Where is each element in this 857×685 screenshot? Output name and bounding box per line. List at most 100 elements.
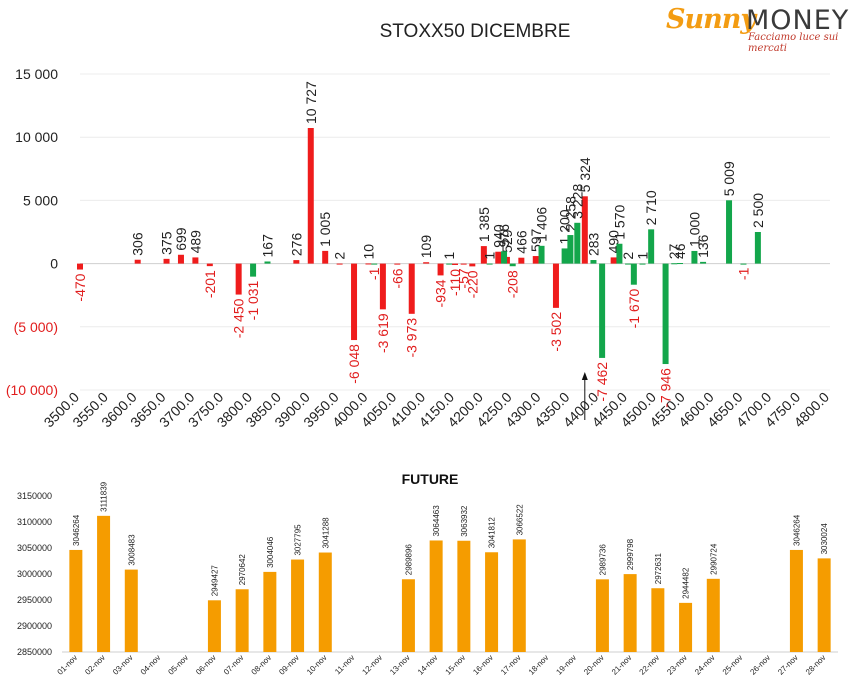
x-tick-label: 20-nov bbox=[582, 653, 606, 677]
x-tick-label: 25-nov bbox=[721, 653, 745, 677]
bar bbox=[264, 261, 271, 264]
bar bbox=[394, 263, 401, 265]
logo-word-sunny: Sunny bbox=[666, 4, 756, 35]
data-label: 3046264 bbox=[792, 514, 801, 546]
x-tick-label: 22-nov bbox=[638, 653, 662, 677]
data-label: -1 bbox=[366, 267, 382, 280]
bar bbox=[679, 602, 693, 652]
bar bbox=[460, 263, 467, 265]
bar bbox=[263, 571, 277, 652]
bar bbox=[469, 263, 476, 267]
data-label: 3111839 bbox=[100, 481, 109, 512]
data-label: 2989896 bbox=[404, 544, 413, 576]
bar bbox=[177, 254, 184, 264]
y-tick-label: 0 bbox=[50, 256, 58, 272]
x-tick-label: 24-nov bbox=[693, 653, 717, 677]
data-label: -1 bbox=[735, 267, 751, 280]
bar bbox=[134, 259, 141, 264]
y-tick-label: (10 000) bbox=[6, 382, 58, 398]
y-tick-label: 3050000 bbox=[17, 543, 52, 553]
data-label: -6 048 bbox=[346, 344, 362, 384]
data-label: 2999798 bbox=[626, 538, 635, 570]
data-label: -2 450 bbox=[231, 298, 247, 338]
data-label: -66 bbox=[389, 268, 405, 288]
bar bbox=[379, 263, 386, 310]
data-label: 3008483 bbox=[127, 534, 136, 566]
data-label: 3027795 bbox=[294, 524, 303, 556]
data-label: 976 bbox=[496, 224, 512, 248]
data-label: 10 bbox=[360, 244, 376, 260]
data-label: -208 bbox=[505, 270, 521, 298]
data-label: 2972631 bbox=[654, 553, 663, 585]
bar bbox=[630, 263, 637, 285]
bar bbox=[538, 245, 545, 264]
bar bbox=[740, 263, 747, 265]
data-label: 1 000 bbox=[686, 212, 702, 247]
data-label: 2 bbox=[332, 252, 348, 260]
data-label: 2989736 bbox=[598, 544, 607, 576]
x-tick-label: 03-nov bbox=[111, 653, 135, 677]
data-label: 167 bbox=[260, 234, 276, 258]
bar bbox=[789, 549, 803, 652]
data-label: 1 bbox=[441, 252, 457, 260]
data-label: 3066522 bbox=[515, 504, 524, 536]
data-label: 1 bbox=[482, 252, 498, 260]
bar bbox=[192, 257, 199, 264]
data-label: 1 bbox=[635, 252, 651, 260]
data-label: 2990724 bbox=[709, 543, 718, 575]
x-tick-label: 04-nov bbox=[139, 653, 163, 677]
bar bbox=[671, 263, 678, 265]
bar bbox=[291, 559, 305, 652]
data-label: 489 bbox=[187, 230, 203, 254]
x-tick-label: 01-nov bbox=[56, 653, 80, 677]
x-tick-label: 17-nov bbox=[499, 653, 523, 677]
x-tick-label: 05-nov bbox=[166, 653, 190, 677]
bar bbox=[581, 196, 588, 264]
bar bbox=[446, 263, 453, 265]
bar bbox=[250, 263, 257, 277]
data-label: 529 bbox=[499, 229, 515, 253]
y-tick-label: 5 000 bbox=[23, 192, 58, 208]
data-label: 3004046 bbox=[266, 536, 275, 568]
bar bbox=[307, 128, 314, 264]
data-label: 2949427 bbox=[210, 565, 219, 597]
bar bbox=[408, 263, 415, 314]
bar bbox=[691, 250, 698, 264]
data-label: 1 385 bbox=[476, 207, 492, 242]
x-tick-label: 07-nov bbox=[222, 653, 246, 677]
stoxx50-options-chart: STOXX50 DICEMBRE 15 000 10 000 5 000 0 (5 000… bbox=[6, 21, 832, 430]
bar bbox=[336, 263, 343, 265]
data-label: 2 258 bbox=[562, 196, 578, 231]
data-label: 46 bbox=[672, 243, 688, 259]
x-tick-label: 16-nov bbox=[471, 653, 495, 677]
bar bbox=[318, 552, 332, 652]
bar bbox=[532, 256, 539, 264]
bar bbox=[651, 588, 665, 652]
x-tick-label: 13-nov bbox=[388, 653, 412, 677]
x-tick-label: 15-nov bbox=[444, 653, 468, 677]
bar bbox=[235, 263, 242, 295]
bar bbox=[371, 263, 378, 265]
data-label: 3046264 bbox=[72, 514, 81, 546]
data-label: 283 bbox=[585, 232, 601, 256]
bar bbox=[639, 263, 646, 265]
data-label: -934 bbox=[433, 279, 449, 307]
data-label: 3 228 bbox=[569, 184, 585, 219]
bar bbox=[518, 257, 525, 264]
bar bbox=[509, 263, 516, 267]
x-tick-label: 10-nov bbox=[305, 653, 329, 677]
bar bbox=[817, 558, 831, 652]
data-label: -201 bbox=[202, 270, 218, 298]
data-label: 940 bbox=[490, 224, 506, 248]
x-tick-label: 14-nov bbox=[416, 653, 440, 677]
bar bbox=[351, 263, 358, 341]
y-tick-label: 3000000 bbox=[17, 569, 52, 579]
bar bbox=[401, 579, 415, 652]
bar bbox=[207, 600, 221, 652]
bar bbox=[662, 263, 669, 365]
bar bbox=[322, 250, 329, 264]
bar bbox=[700, 261, 707, 264]
data-label: 1 570 bbox=[611, 205, 627, 240]
x-tick-label: 08-nov bbox=[250, 653, 274, 677]
data-label: -7 946 bbox=[658, 368, 674, 408]
